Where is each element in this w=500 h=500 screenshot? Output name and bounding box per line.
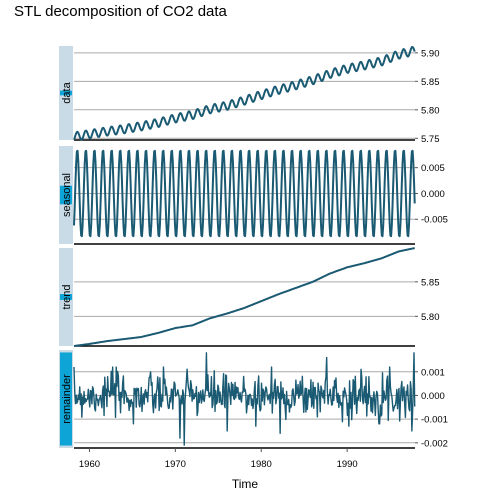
y-tick-label-remainder: 0.000: [421, 391, 445, 402]
y-tick-label-data: 5.75: [421, 134, 440, 145]
series-line-remainder: [73, 352, 416, 446]
series-line-seasonal: [73, 149, 416, 238]
x-tick-label: 1970: [165, 459, 186, 470]
panel-remainder: remainder 0.001 0.000 -0.001 -0.002: [59, 350, 448, 449]
x-tick-label: 1990: [337, 459, 358, 470]
y-tick-label-remainder: 0.001: [421, 367, 445, 378]
x-axis-label: Time: [232, 477, 259, 491]
y-tick-label-trend: 5.80: [421, 312, 440, 323]
scale-bar-data: [60, 90, 72, 96]
x-tick-label: 1980: [251, 459, 272, 470]
scale-bar-seasonal: [60, 185, 72, 205]
scale-bar-trend: [60, 294, 72, 300]
y-tick-label-data: 5.80: [421, 105, 440, 116]
panel-trend: trend 5.85 5.80: [59, 247, 440, 347]
panels: data 5.90 5.85 5.80 5.75 seasonal 0.005 0.000 -0…: [59, 45, 448, 449]
strip-label-remainder: remainder: [61, 374, 73, 424]
series-line-data: [73, 45, 416, 141]
panel-data: data 5.90 5.85 5.80 5.75: [59, 45, 440, 145]
chart-title: STL decomposition of CO2 data: [14, 3, 228, 20]
series-line-trend: [73, 247, 415, 347]
scale-bar-remainder: [60, 352, 72, 446]
y-tick-label-seasonal: 0.000: [421, 189, 445, 200]
y-tick-label-seasonal: 0.005: [421, 163, 445, 174]
y-tick-label-remainder: -0.002: [421, 438, 448, 449]
strip-label-seasonal: seasonal: [61, 173, 73, 217]
y-tick-label-data: 5.90: [421, 48, 440, 59]
y-tick-label-data: 5.85: [421, 77, 440, 88]
x-tick-label: 1960: [79, 459, 100, 470]
x-axis: 1960 1970 1980 1990: [79, 448, 358, 470]
strip-label-data: data: [61, 81, 73, 103]
strip-label-trend: trend: [61, 284, 73, 309]
y-tick-label-trend: 5.85: [421, 277, 440, 288]
panel-seasonal: seasonal 0.005 0.000 -0.005: [59, 146, 448, 245]
y-tick-label-seasonal: -0.005: [421, 215, 448, 226]
y-tick-label-remainder: -0.001: [421, 415, 448, 426]
